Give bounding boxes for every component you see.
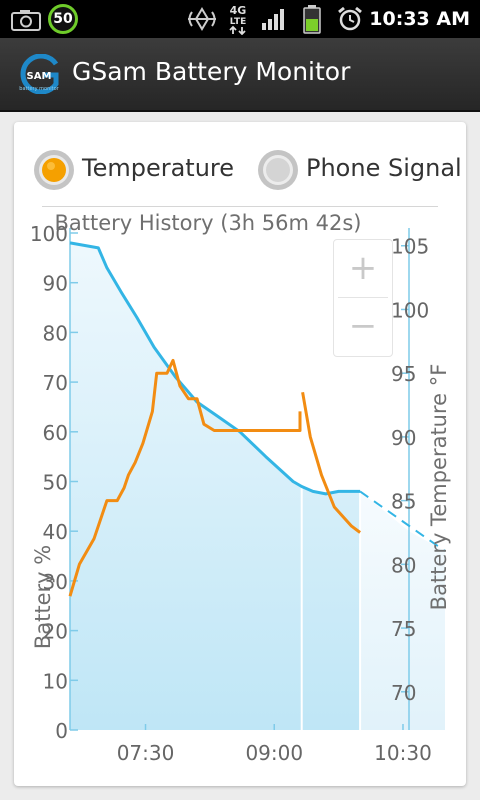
y2-tick-label: 100 [391, 298, 429, 322]
y2-tick-label: 70 [391, 681, 416, 705]
battery-area-fill [70, 242, 361, 730]
action-bar: SAM battery monitor GSam Battery Monitor [0, 38, 480, 112]
y2-tick-label: 95 [391, 362, 416, 386]
location-icon [188, 7, 216, 31]
radio-phone-signal[interactable]: Phone Signal [256, 148, 466, 190]
zoom-controls: + − [333, 239, 393, 357]
x-tick-label: 09:00 [245, 741, 303, 765]
notification-badge-icon: 50 [48, 4, 78, 34]
alarm-icon [338, 6, 362, 31]
battery-history-chart[interactable]: 0 10 20 30 40 50 60 70 80 90 100 70 75 80 85 90 95 100 105… [14, 122, 466, 786]
svg-text:LTE: LTE [230, 17, 247, 27]
y-tick-label: 10 [43, 669, 68, 693]
x-tick-label: 10:30 [374, 741, 432, 765]
battery-line [69, 241, 361, 496]
y-axis-label: Battery % [31, 545, 55, 649]
y2-tick-label: 75 [391, 617, 416, 641]
y-tick-label: 70 [43, 371, 68, 395]
zoom-out-button[interactable]: − [348, 306, 378, 346]
status-bar: 50 4G LTE 10:33 AM [0, 0, 480, 38]
battery-icon [303, 5, 321, 34]
radio-selected-icon [34, 150, 74, 190]
y-tick-label: 30 [43, 570, 68, 594]
chart-title: Battery History (3h 56m 42s) [54, 211, 361, 235]
app-logo-subtext: battery monitor [19, 86, 59, 92]
projected-area-fill [360, 491, 445, 730]
y-tick-label: 20 [43, 620, 68, 644]
radio-temperature-label: Temperature [82, 154, 235, 182]
signal-bars-icon [262, 9, 284, 30]
temperature-line [68, 358, 302, 597]
y2-tick-label: 80 [391, 553, 416, 577]
y-tick-label: 50 [43, 471, 68, 495]
y2-tick-label: 90 [391, 426, 416, 450]
notification-badge-count: 50 [53, 11, 73, 27]
photo-icon [11, 10, 41, 31]
divider [42, 206, 438, 207]
y-tick-label: 100 [30, 222, 68, 246]
radio-unselected-icon [258, 150, 298, 190]
y-tick-label: 0 [55, 719, 68, 743]
radio-phone-signal-label: Phone Signal [306, 154, 462, 182]
y2-tick-label: 85 [391, 490, 416, 514]
svg-text:4G: 4G [230, 4, 247, 17]
y-tick-label: 80 [43, 321, 68, 345]
x-tick-label: 07:30 [117, 741, 175, 765]
app-logo-text: SAM [27, 71, 52, 82]
network-4g-icon: 4G LTE [229, 4, 247, 35]
y-tick-label: 40 [43, 520, 68, 544]
y2-tick-label: 105 [391, 235, 429, 259]
battery-projection-line [359, 490, 446, 552]
radio-temperature[interactable]: Temperature [32, 148, 242, 190]
zoom-in-button[interactable]: + [348, 248, 378, 288]
app-logo-icon[interactable]: SAM battery monitor [16, 54, 62, 94]
temperature-line [301, 392, 361, 534]
status-time: 10:33 AM [369, 8, 470, 30]
app-title: GSam Battery Monitor [72, 57, 351, 86]
y-tick-label: 60 [43, 421, 68, 445]
y2-axis-label: Battery Temperature °F [427, 364, 451, 611]
y-tick-label: 90 [43, 272, 68, 296]
zoom-divider [338, 297, 388, 298]
chart-card: Temperature Phone Signal 0 10 20 30 40 50 60 70… [14, 122, 466, 786]
